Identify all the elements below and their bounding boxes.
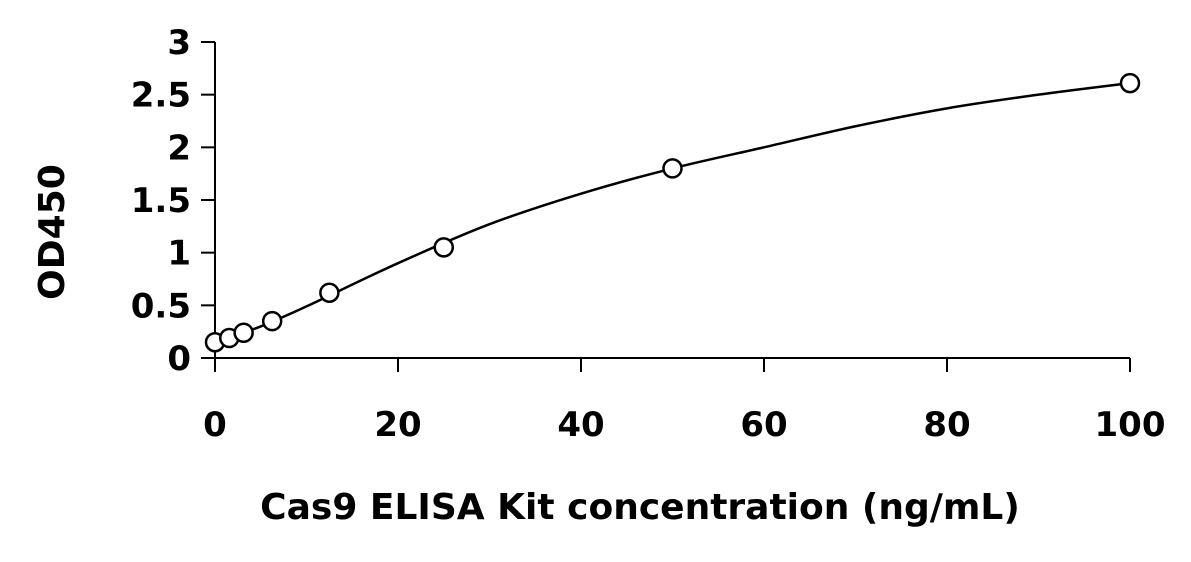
y-tick-label: 2 [167, 128, 191, 168]
y-tick-label: 0.5 [131, 286, 191, 326]
y-tick-label: 0 [167, 339, 191, 379]
y-ticks: 0 0.5 1 1.5 2 2.5 3 [131, 23, 215, 379]
data-point [233, 322, 254, 343]
data-point [662, 158, 683, 179]
x-tick-label: 80 [923, 405, 970, 445]
data-point [261, 310, 283, 332]
y-tick-label: 1 [167, 234, 191, 274]
x-ticks: 0 20 40 60 80 100 [203, 358, 1165, 445]
y-tick-label: 2.5 [131, 76, 191, 116]
x-tick-label: 20 [374, 405, 421, 445]
data-point [319, 282, 340, 303]
data-point [433, 237, 454, 258]
x-tick-label: 0 [203, 405, 227, 445]
x-tick-label: 60 [740, 405, 787, 445]
axes [214, 42, 1130, 359]
x-tick-label: 40 [557, 405, 604, 445]
y-tick-label: 3 [167, 23, 191, 63]
x-tick-label: 100 [1095, 405, 1166, 445]
y-axis-title: OD450 [32, 164, 73, 300]
x-axis-title: Cas9 ELISA Kit concentration (ng/mL) [260, 487, 1020, 528]
data-point [1119, 72, 1141, 94]
data-points [204, 72, 1141, 353]
y-tick-label: 1.5 [131, 181, 191, 221]
fit-curve [214, 81, 1131, 344]
